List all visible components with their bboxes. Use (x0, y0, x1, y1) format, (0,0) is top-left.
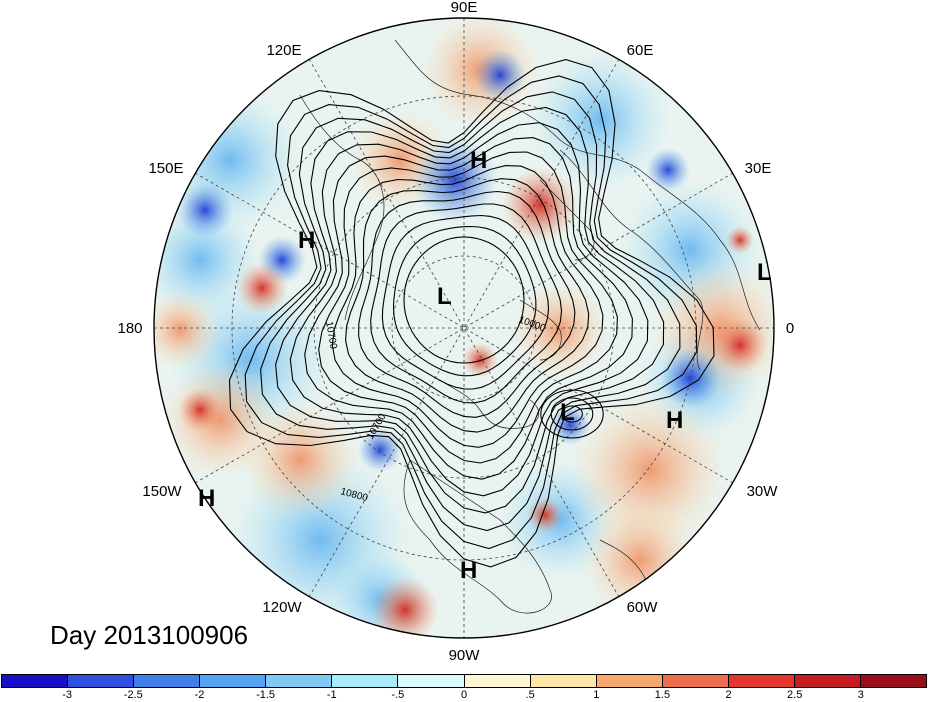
anomaly-blob (177, 182, 233, 238)
polar-map: 10700 10000 10700 10800 H H L L L H H H … (117, 0, 794, 664)
coastlines (299, 39, 761, 622)
colorbar-tick-label: 0 (460, 689, 468, 701)
colorbar-box (596, 675, 663, 687)
lon-label-150e: 150E (148, 160, 183, 177)
colorbar-tick-label: .5 (525, 689, 535, 701)
lon-label-30e: 30E (745, 160, 772, 177)
anomaly-blob (462, 342, 498, 378)
colorbar-box (332, 675, 399, 687)
height-contour (381, 214, 550, 390)
colorbar-box (68, 675, 135, 687)
colorbar-box (266, 675, 333, 687)
lon-label-60e: 60E (627, 42, 654, 59)
anomaly-blob (371, 576, 439, 638)
high-center-atlantic: H (666, 407, 683, 434)
low-center-north-atlantic: L (560, 399, 575, 426)
low-center-arctic: L (437, 283, 452, 310)
height-contour (345, 178, 590, 433)
height-contour (370, 203, 563, 404)
contour-label-10700-west: 10700 (323, 321, 339, 351)
colorbar-box (200, 675, 267, 687)
lon-label-150w: 150W (142, 483, 182, 500)
anomaly-blob (660, 348, 720, 408)
lon-label-180: 180 (117, 320, 142, 337)
day-timestamp: Day 2013100906 (50, 620, 249, 650)
colorbar-box (662, 675, 729, 687)
map-boundary (153, 17, 775, 639)
anomaly-blob (530, 50, 670, 190)
height-contour (358, 190, 576, 418)
colorbar-box (2, 675, 69, 687)
height-contour (392, 225, 537, 377)
height-contour (318, 151, 618, 464)
colorbar-box (134, 675, 201, 687)
high-center-siberia: H (470, 147, 487, 174)
colorbar (1, 674, 927, 688)
colorbar-box (398, 675, 465, 687)
high-center-central-america: H (460, 557, 477, 584)
low-contour (561, 405, 583, 423)
colorbar-tick-label: -3 (62, 689, 73, 701)
low-contour (550, 397, 594, 431)
anomaly-blob (154, 290, 220, 370)
anomaly-blob (358, 428, 402, 472)
colorbar-box (861, 675, 927, 687)
low-contour (540, 389, 604, 439)
lon-label-120w: 120W (262, 599, 302, 616)
colorbar-box (728, 675, 795, 687)
colorbar-box (530, 675, 597, 687)
anomaly-blob (550, 405, 590, 445)
height-contour (275, 106, 665, 514)
high-center-pacific: H (198, 485, 215, 512)
high-center-east-siberia: H (298, 227, 315, 254)
lon-label-90e: 90E (451, 0, 478, 16)
colorbar-tick-label: -1.5 (256, 689, 276, 701)
lon-label-60w: 60W (627, 599, 659, 616)
anomaly-blob (474, 49, 526, 101)
colorbar-box (794, 675, 862, 687)
height-contour (228, 59, 715, 568)
colorbar-tick-label: 1 (593, 689, 600, 701)
anomaly-blob (178, 388, 222, 432)
anomaly-blob (712, 317, 768, 373)
colorbar-tick-label: -2.5 (123, 689, 143, 701)
colorbar-tick-label: 2.5 (787, 689, 803, 701)
height-contour (244, 75, 698, 550)
anomaly-blob (236, 262, 288, 314)
colorbar-tick-label: -1 (326, 689, 337, 701)
colorbar-tick-label: 3 (857, 689, 864, 701)
height-contour (289, 122, 649, 497)
height-contour (331, 165, 604, 448)
colorbar-tick-label: -2 (194, 689, 205, 701)
lon-label-30w: 30W (747, 483, 779, 500)
colorbar-tick-label: 2 (725, 689, 732, 701)
height-contour (260, 91, 681, 532)
colorbar-tick-label: 1.5 (654, 689, 671, 701)
anomaly-blob (726, 226, 754, 254)
height-contour (304, 137, 633, 480)
lon-label-0: 0 (786, 320, 794, 337)
colorbar-tick-label: -.5 (391, 689, 405, 701)
lon-label-90w: 90W (449, 647, 481, 664)
height-contours (228, 59, 715, 568)
lon-label-120e: 120E (266, 42, 301, 59)
anomaly-blob (646, 148, 690, 192)
height-contour (403, 236, 525, 364)
anomaly-blob (240, 400, 360, 520)
colorbar-ticks: -3 -2.5 -2 -1.5 -1 -.5 0 .5 1 1.5 2 2.5 3 (0, 688, 928, 702)
colorbar-box (464, 675, 531, 687)
